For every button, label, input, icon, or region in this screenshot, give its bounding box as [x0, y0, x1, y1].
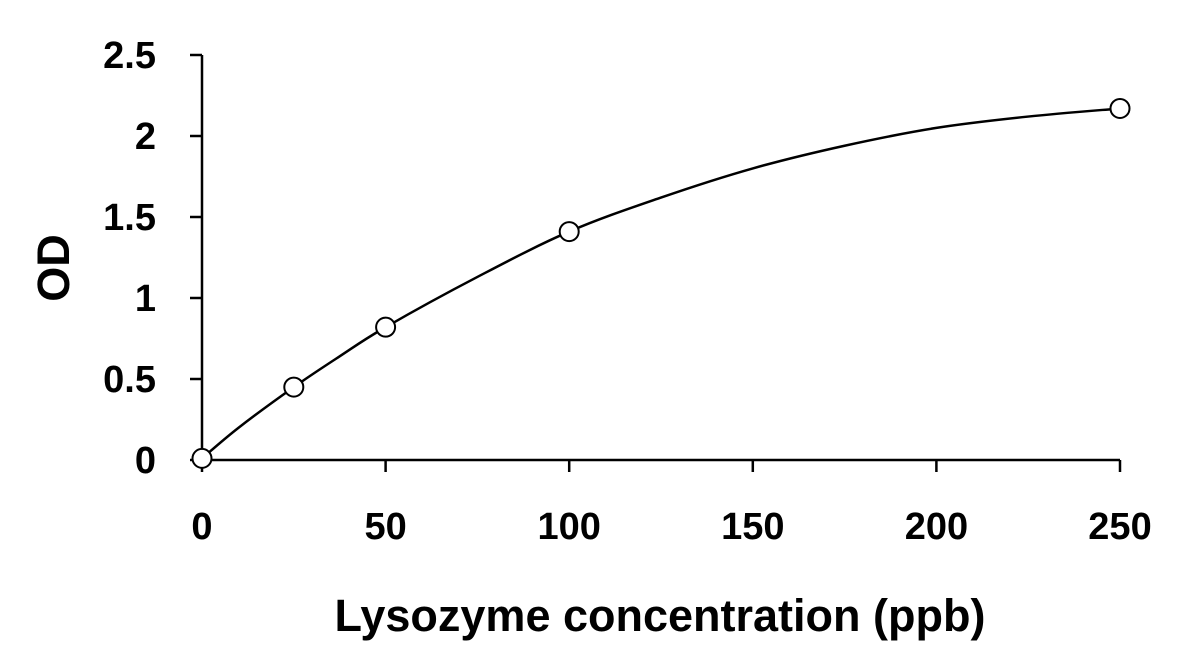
data-point [1109, 97, 1131, 119]
y-tick-label: 2.5 [103, 35, 156, 77]
y-tick-label: 1.5 [103, 197, 156, 239]
x-tick-label: 100 [537, 506, 600, 548]
ticks: 0 0.5 1 1.5 2 2.5 0 50 100 150 200 250 [103, 35, 1152, 548]
y-axis-title: OD [28, 234, 79, 302]
data-point [283, 376, 305, 398]
y-tick-label: 1 [135, 278, 156, 320]
axes [200, 55, 1120, 462]
data-points [191, 97, 1131, 469]
data-point [191, 447, 213, 469]
fit-curve-group [201, 107, 1121, 460]
x-tick-label: 250 [1088, 506, 1151, 548]
x-tick-label: 200 [905, 506, 968, 548]
y-tick-label: 0.5 [103, 359, 156, 401]
x-tick-label: 150 [721, 506, 784, 548]
x-axis-title: Lysozyme concentration (ppb) [335, 590, 986, 641]
fit-curve [201, 107, 1121, 460]
data-point [375, 316, 397, 338]
data-point [558, 221, 580, 243]
x-tick-label: 50 [364, 506, 406, 548]
y-tick-label: 0 [135, 440, 156, 482]
y-tick-label: 2 [135, 116, 156, 158]
x-tick-label: 0 [191, 506, 212, 548]
